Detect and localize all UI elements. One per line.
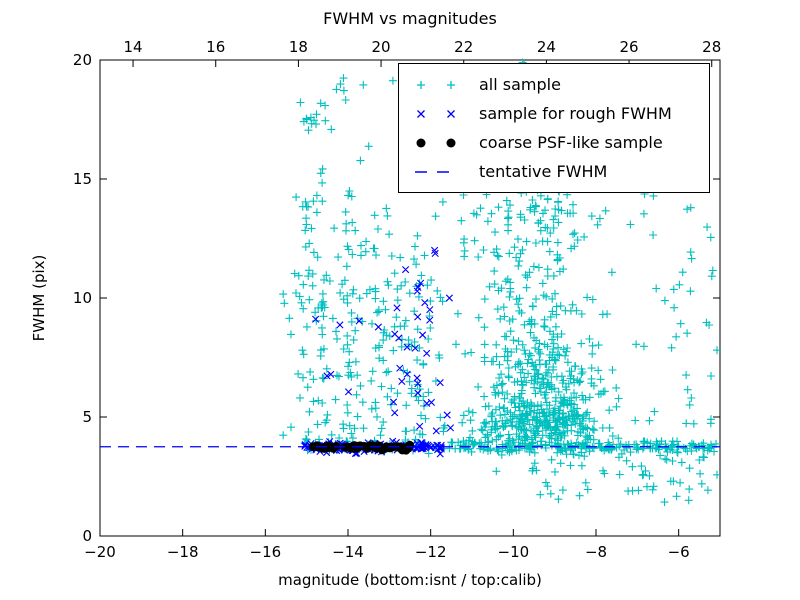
y-tick-label: 0	[82, 527, 92, 545]
legend-item: all sample	[409, 70, 709, 99]
top-tick-label: 16	[206, 38, 225, 56]
dash-marker-icon	[415, 170, 457, 173]
axes-layer: −20 −18 −16 −14 −12 −10 −8 −6 14 16 18 20 22 24 26 28 0 5…	[73, 38, 721, 561]
chart-title: FWHM vs magnitudes	[323, 9, 497, 28]
x-tick-label: −14	[332, 543, 364, 561]
series-coarse-psf-like-sample	[308, 440, 415, 455]
x-tick-label: −8	[585, 543, 607, 561]
legend: all sample sample for rough FWHM coarse PS…	[398, 63, 710, 193]
x-tick-label: −6	[668, 543, 690, 561]
x-marker-icon	[417, 109, 455, 118]
y-tick-label: 5	[82, 408, 92, 426]
y-axis-label: FWHM (pix)	[30, 255, 48, 342]
top-tick-label: 20	[372, 38, 391, 56]
legend-item-label: coarse PSF-like sample	[479, 133, 663, 152]
x-tick-label: −16	[250, 543, 282, 561]
top-tick-label: 28	[702, 38, 721, 56]
top-tick-label: 14	[124, 38, 143, 56]
y-tick-label: 10	[73, 289, 92, 307]
y-tick-label: 15	[73, 170, 92, 188]
legend-item-label: tentative FWHM	[479, 162, 608, 181]
x-tick-label: −10	[498, 543, 530, 561]
top-tick-label: 18	[289, 38, 308, 56]
x-tick-label: −20	[84, 543, 116, 561]
dot-marker-icon	[416, 138, 456, 147]
y-tick-label: 20	[73, 51, 92, 69]
legend-item-label: all sample	[479, 75, 561, 94]
legend-item-label: sample for rough FWHM	[479, 104, 672, 123]
x-axis-label: magnitude (bottom:isnt / top:calib)	[278, 571, 542, 589]
legend-item: sample for rough FWHM	[409, 99, 709, 128]
top-tick-label: 24	[537, 38, 556, 56]
x-tick-label: −18	[167, 543, 199, 561]
top-tick-label: 26	[620, 38, 639, 56]
scatter-markers	[100, 58, 721, 507]
x-tick-label: −12	[415, 543, 447, 561]
legend-item: tentative FWHM	[409, 157, 709, 186]
legend-item: coarse PSF-like sample	[409, 128, 709, 157]
top-tick-label: 22	[454, 38, 473, 56]
plus-marker-icon	[417, 80, 455, 89]
